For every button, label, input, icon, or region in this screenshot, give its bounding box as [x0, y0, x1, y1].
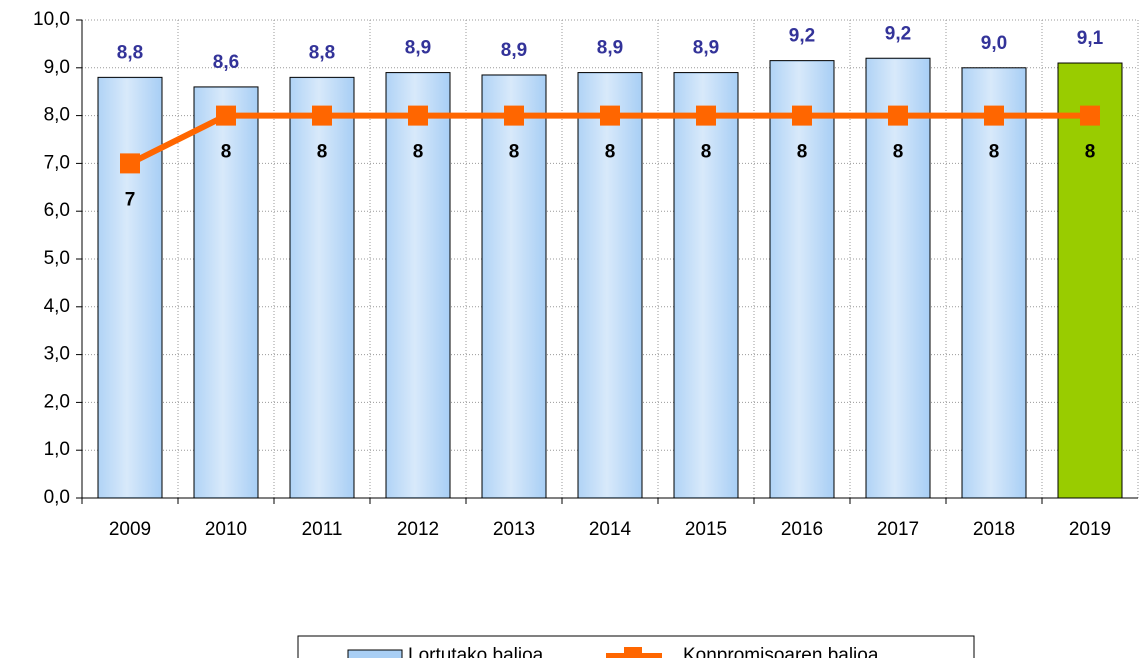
bar-value-label: 8,9 [501, 40, 527, 61]
line-marker [600, 105, 620, 126]
y-tick-label: 7,0 [44, 152, 70, 173]
bar-shine [387, 73, 449, 497]
x-tick-label: 2010 [205, 519, 247, 540]
y-tick-label: 1,0 [44, 439, 70, 460]
line-value-label: 8 [893, 142, 904, 163]
y-tick-label: 8,0 [44, 105, 70, 126]
y-tick-label: 6,0 [44, 200, 70, 221]
line-marker [312, 105, 332, 126]
bar-value-label: 9,1 [1077, 28, 1104, 49]
line-value-label: 8 [1085, 142, 1096, 163]
y-tick-label: 5,0 [44, 248, 70, 269]
x-tick-label: 2017 [877, 519, 919, 540]
x-tick-label: 2009 [109, 519, 151, 540]
bar-value-label: 9,2 [789, 26, 815, 47]
bar-value-label: 8,9 [693, 38, 719, 59]
bar-value-label: 8,8 [117, 42, 143, 63]
bar-value-label: 8,9 [405, 38, 431, 59]
line-marker [888, 105, 908, 126]
bar-shine [291, 78, 353, 498]
bar-shine [963, 68, 1025, 498]
line-value-label: 8 [701, 142, 712, 163]
line-value-label: 8 [989, 142, 1000, 163]
legend-label: Konpromisoaren balioa [683, 645, 879, 658]
y-tick-label: 10,0 [33, 9, 70, 30]
bar-shine [579, 73, 641, 497]
bar-value-label: 8,6 [213, 52, 239, 73]
bar-value-label: 8,9 [597, 38, 623, 59]
line-marker [216, 105, 236, 126]
line-marker [696, 105, 716, 126]
line-value-label: 8 [317, 142, 328, 163]
line-marker [120, 153, 140, 174]
legend-label: Lortutako balioa [408, 645, 544, 658]
x-tick-label: 2015 [685, 519, 727, 540]
line-marker [504, 105, 524, 126]
x-tick-label: 2019 [1069, 519, 1111, 540]
x-tick-label: 2013 [493, 519, 535, 540]
bar-value-label: 9,2 [885, 23, 911, 44]
x-tick-label: 2018 [973, 519, 1015, 540]
line-value-label: 8 [509, 142, 520, 163]
bar-shine [195, 87, 257, 498]
line-marker [984, 105, 1004, 126]
line-value-label: 8 [605, 142, 616, 163]
line-marker [792, 105, 812, 126]
line-marker [1080, 105, 1100, 126]
bar-value-label: 8,8 [309, 42, 335, 63]
line-value-label: 8 [413, 142, 424, 163]
x-tick-label: 2011 [302, 519, 343, 540]
x-tick-label: 2014 [589, 519, 632, 540]
x-tick-label: 2012 [397, 519, 439, 540]
bar-shine [675, 73, 737, 497]
bar-value-label: 9,0 [981, 33, 1007, 54]
legend-marker [624, 647, 642, 658]
y-tick-label: 9,0 [44, 57, 70, 78]
bar-shine [771, 61, 833, 497]
bar [1057, 62, 1123, 499]
y-tick-label: 4,0 [44, 296, 70, 317]
x-tick-label: 2016 [781, 519, 823, 540]
line-value-label: 8 [221, 142, 232, 163]
bar-shine [867, 59, 929, 498]
y-tick-label: 0,0 [44, 487, 70, 508]
line-marker [408, 105, 428, 126]
line-value-label: 8 [797, 142, 808, 163]
y-tick-label: 3,0 [44, 344, 70, 365]
y-tick-label: 2,0 [44, 391, 70, 412]
line-value-label: 7 [125, 189, 136, 210]
bar-shine [483, 75, 545, 497]
legend-swatch [347, 649, 403, 658]
bar-shine [99, 78, 161, 498]
